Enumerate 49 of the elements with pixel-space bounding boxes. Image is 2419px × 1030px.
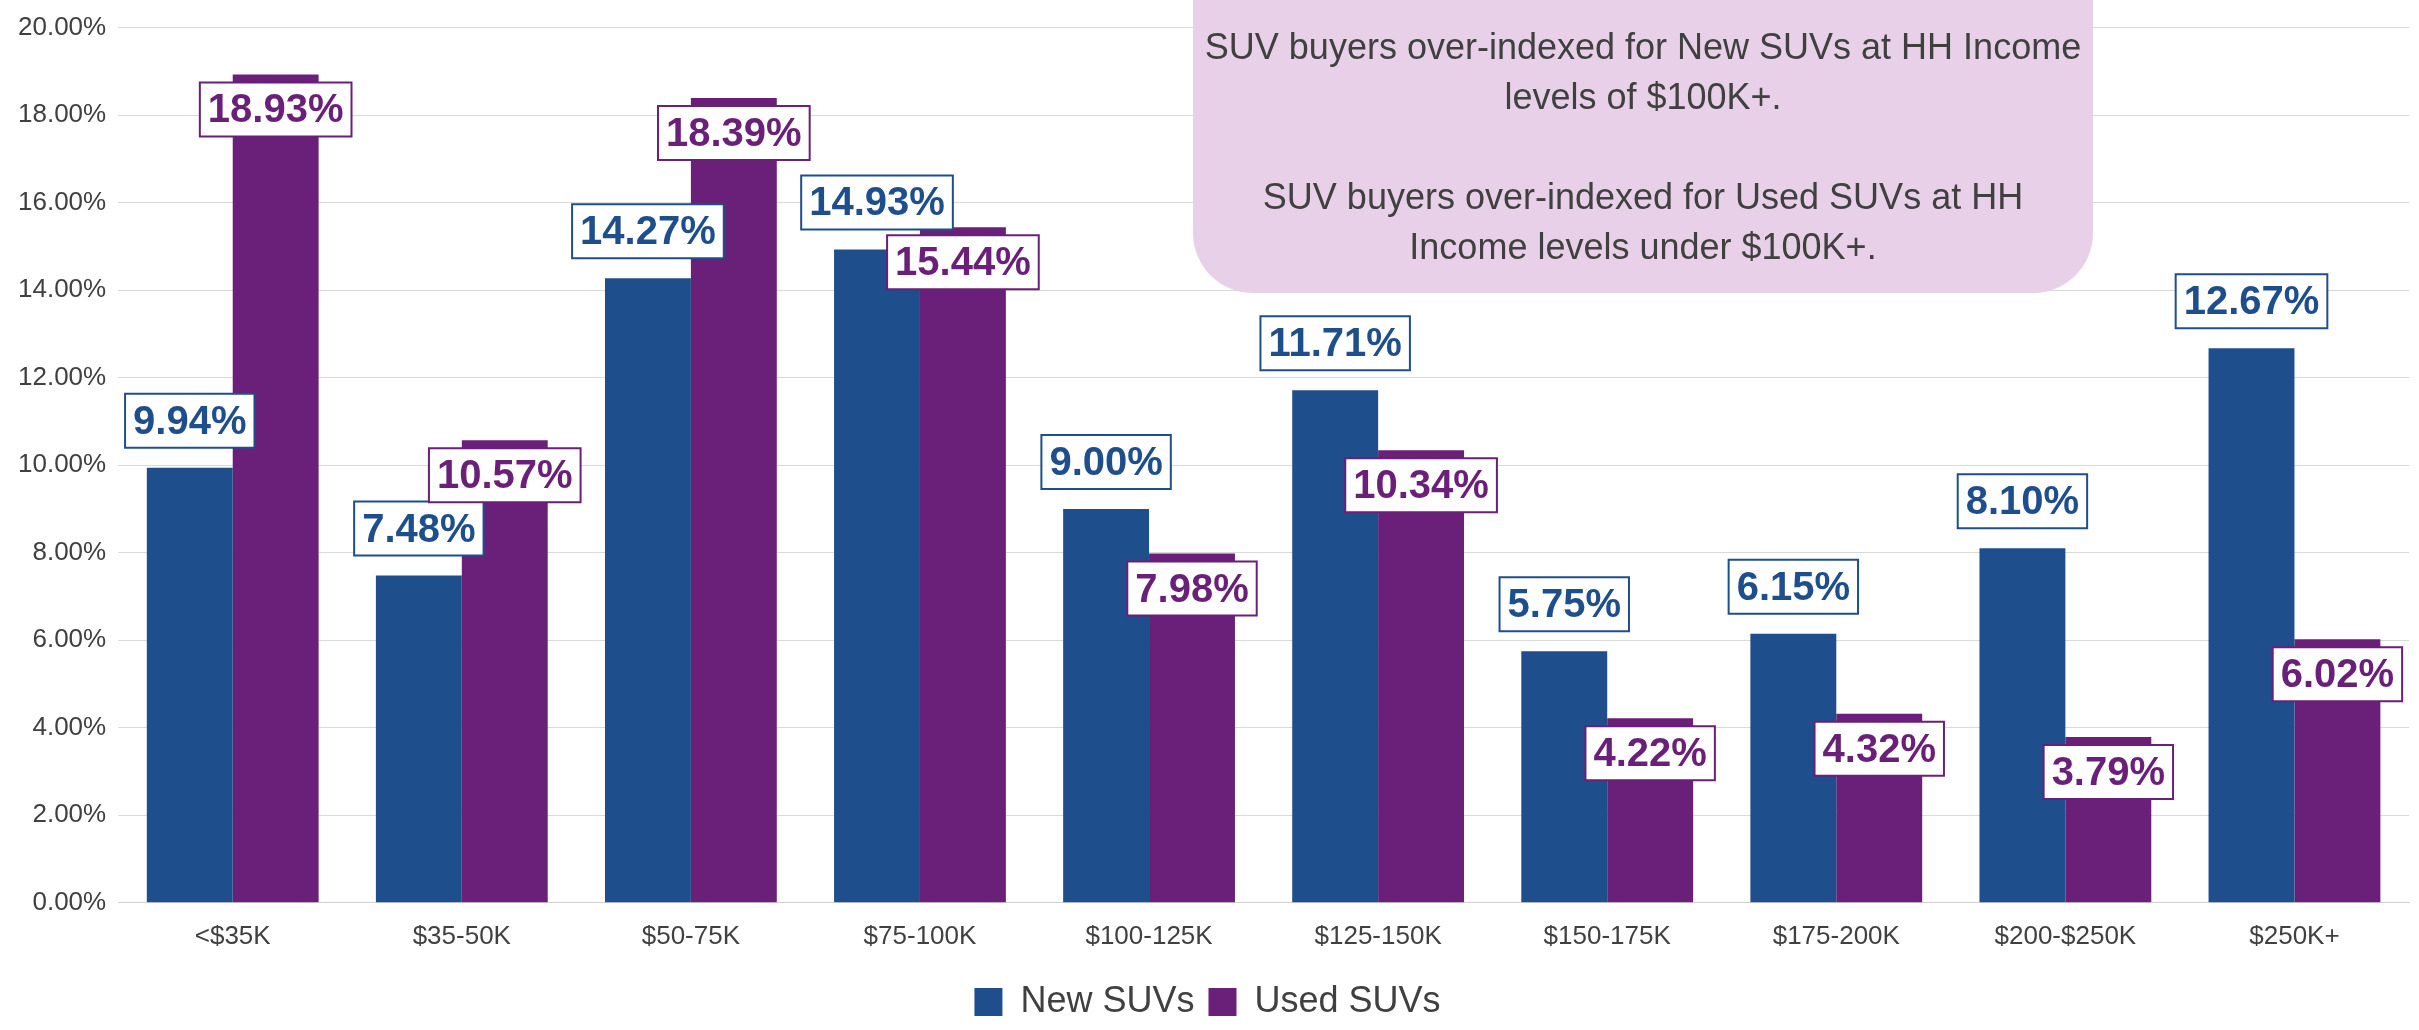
legend-label: Used SUVs	[1254, 978, 1441, 1020]
annotation: SUV buyers over-indexed for New SUVs at HH Income levels of $100K+.	[1203, 25, 2083, 119]
y-tick-label: 4.00%	[32, 710, 107, 741]
x-tick-label: $250K+	[2249, 919, 2340, 950]
data-label: 4.22%	[1593, 730, 1707, 775]
data-label: 7.98%	[1135, 565, 1249, 610]
data-label: 14.27%	[580, 208, 716, 253]
data-label: 10.57%	[436, 452, 573, 497]
data-label: 9.94%	[133, 397, 247, 442]
data-label: 18.93%	[207, 86, 344, 131]
x-tick-label: <$35K	[194, 919, 272, 950]
x-tick-label: $125-150K	[1314, 919, 1443, 950]
x-tick-label: $50-75K	[641, 919, 741, 950]
x-tick-label: $150-175K	[1543, 919, 1672, 950]
y-tick-label: 2.00%	[32, 798, 107, 829]
y-tick-label: 18.00%	[17, 98, 107, 129]
data-label: 8.10%	[1965, 478, 2080, 523]
data-label: 6.15%	[1736, 563, 1851, 608]
bar	[146, 467, 233, 903]
y-tick-label: 8.00%	[32, 535, 107, 566]
x-tick-label: $35-50K	[412, 919, 512, 950]
data-label: 7.48%	[362, 505, 476, 550]
x-tick-label: $175-200K	[1772, 919, 1901, 950]
y-tick-label: 16.00%	[17, 185, 107, 216]
data-label: 10.34%	[1353, 462, 1489, 507]
data-label: 5.75%	[1507, 581, 1621, 626]
x-tick-label: $100-125K	[1085, 919, 1214, 950]
data-label: 14.93%	[809, 179, 945, 224]
y-tick-label: 6.00%	[32, 623, 107, 654]
x-tick-label: $200-$250K	[1994, 919, 2137, 950]
annotation: SUV buyers over-indexed for Used SUVs at HH Income levels under $100K+.	[1261, 175, 2025, 269]
y-tick-label: 12.00%	[17, 360, 107, 391]
data-label: 6.02%	[2280, 651, 2395, 696]
x-tick-label: $75-100K	[863, 919, 977, 950]
data-label: 18.39%	[666, 110, 802, 155]
y-tick-label: 10.00%	[17, 448, 107, 479]
data-label: 12.67%	[2183, 278, 2320, 323]
y-tick-label: 0.00%	[32, 885, 107, 916]
legend-label: New SUVs	[1020, 978, 1195, 1020]
data-label: 4.32%	[1822, 725, 1936, 770]
data-label: 3.79%	[2051, 748, 2166, 793]
data-label: 9.00%	[1049, 438, 1163, 483]
y-tick-label: 20.00%	[17, 10, 107, 41]
y-tick-label: 14.00%	[17, 273, 107, 304]
bar	[375, 575, 462, 903]
callout-box: SUV buyers over-indexed for New SUVs at HH Income levels of $100K+. SUV buyers over-indexed for Used SUVs at HH Income levels under $100K+.	[1193, 0, 2093, 293]
data-label: 15.44%	[895, 239, 1031, 284]
data-label: 11.71%	[1268, 320, 1402, 365]
bar	[604, 278, 691, 903]
